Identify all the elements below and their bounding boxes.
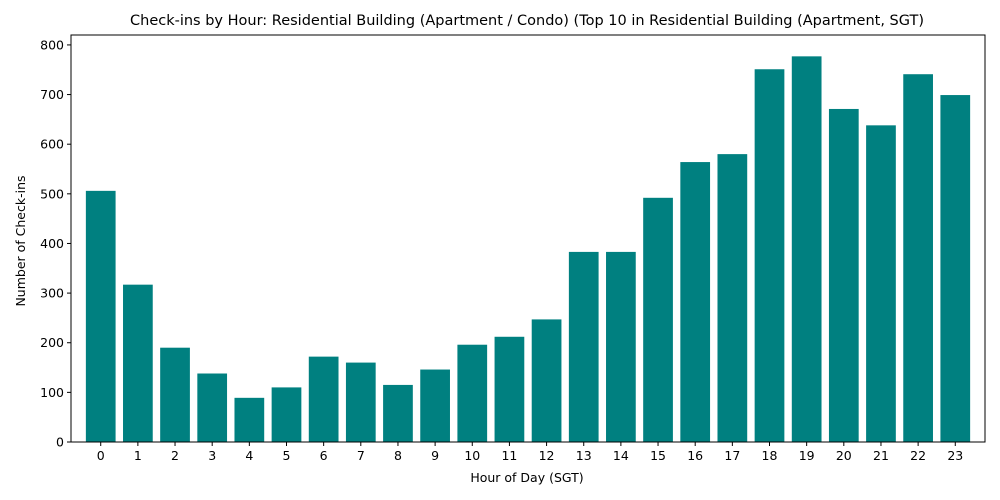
x-tick-label: 1 bbox=[134, 448, 142, 463]
x-tick-label: 12 bbox=[539, 448, 555, 463]
y-tick-label: 200 bbox=[40, 335, 64, 350]
x-tick-label: 4 bbox=[245, 448, 253, 463]
bar-hour-2 bbox=[160, 347, 190, 442]
x-axis-label: Hour of Day (SGT) bbox=[470, 470, 583, 485]
bar-hour-4 bbox=[234, 397, 265, 442]
bar-hour-1 bbox=[123, 284, 153, 442]
bar-hour-13 bbox=[568, 251, 599, 442]
y-tick-label: 500 bbox=[40, 186, 64, 201]
bar-hour-11 bbox=[494, 336, 525, 442]
bar-hour-15 bbox=[643, 197, 673, 442]
x-tick-label: 3 bbox=[208, 448, 216, 463]
bar-hour-10 bbox=[457, 344, 488, 442]
x-tick-label: 22 bbox=[910, 448, 926, 463]
x-tick-label: 15 bbox=[650, 448, 666, 463]
y-axis-ticks: 0 100 200 300 400 500 600 700 800 bbox=[40, 37, 71, 450]
x-tick-label: 17 bbox=[724, 448, 740, 463]
x-axis-ticks: 0 1 2 3 4 5 6 7 8 9 10 11 12 13 14 15 16 17 18 19 20 21 22 23 bbox=[97, 442, 963, 463]
y-tick-label: 700 bbox=[40, 87, 64, 102]
x-tick-label: 10 bbox=[464, 448, 480, 463]
x-tick-label: 16 bbox=[687, 448, 703, 463]
y-tick-label: 400 bbox=[40, 236, 64, 251]
x-tick-label: 6 bbox=[320, 448, 328, 463]
chart-title: Check-ins by Hour: Residential Building … bbox=[130, 13, 924, 29]
x-tick-label: 7 bbox=[357, 448, 365, 463]
bar-hour-12 bbox=[531, 319, 562, 442]
bar-hour-19 bbox=[791, 56, 822, 442]
bar-hour-9 bbox=[420, 369, 450, 442]
x-tick-label: 9 bbox=[431, 448, 439, 463]
x-tick-label: 20 bbox=[836, 448, 852, 463]
x-tick-label: 5 bbox=[283, 448, 291, 463]
x-tick-label: 23 bbox=[947, 448, 963, 463]
bar-hour-6 bbox=[308, 356, 339, 442]
bar-hour-21 bbox=[866, 125, 896, 443]
y-tick-label: 100 bbox=[40, 385, 64, 400]
x-tick-label: 11 bbox=[501, 448, 517, 463]
bar-hour-14 bbox=[606, 251, 636, 442]
x-tick-label: 0 bbox=[97, 448, 105, 463]
x-tick-label: 14 bbox=[613, 448, 629, 463]
y-tick-label: 0 bbox=[56, 435, 64, 450]
bar-hour-7 bbox=[345, 362, 376, 442]
x-tick-label: 18 bbox=[762, 448, 778, 463]
plot-frame bbox=[70, 34, 986, 443]
x-tick-label: 8 bbox=[394, 448, 402, 463]
x-tick-label: 2 bbox=[171, 448, 179, 463]
bar-hour-16 bbox=[680, 162, 711, 442]
bar-hour-0 bbox=[85, 190, 116, 442]
bars-group bbox=[85, 56, 971, 443]
bar-hour-5 bbox=[271, 387, 302, 442]
x-tick-label: 21 bbox=[873, 448, 889, 463]
bar-hour-3 bbox=[197, 373, 228, 442]
bar-hour-18 bbox=[754, 69, 785, 442]
bar-hour-8 bbox=[383, 384, 413, 442]
bar-hour-17 bbox=[717, 154, 748, 442]
bar-hour-22 bbox=[903, 74, 933, 443]
bar-hour-23 bbox=[940, 95, 971, 443]
x-tick-label: 19 bbox=[799, 448, 815, 463]
y-axis-label: Number of Check-ins bbox=[13, 175, 28, 306]
y-tick-label: 800 bbox=[40, 37, 64, 52]
y-tick-label: 300 bbox=[40, 286, 64, 301]
bar-hour-20 bbox=[828, 108, 859, 442]
y-tick-label: 600 bbox=[40, 137, 64, 152]
x-tick-label: 13 bbox=[576, 448, 592, 463]
